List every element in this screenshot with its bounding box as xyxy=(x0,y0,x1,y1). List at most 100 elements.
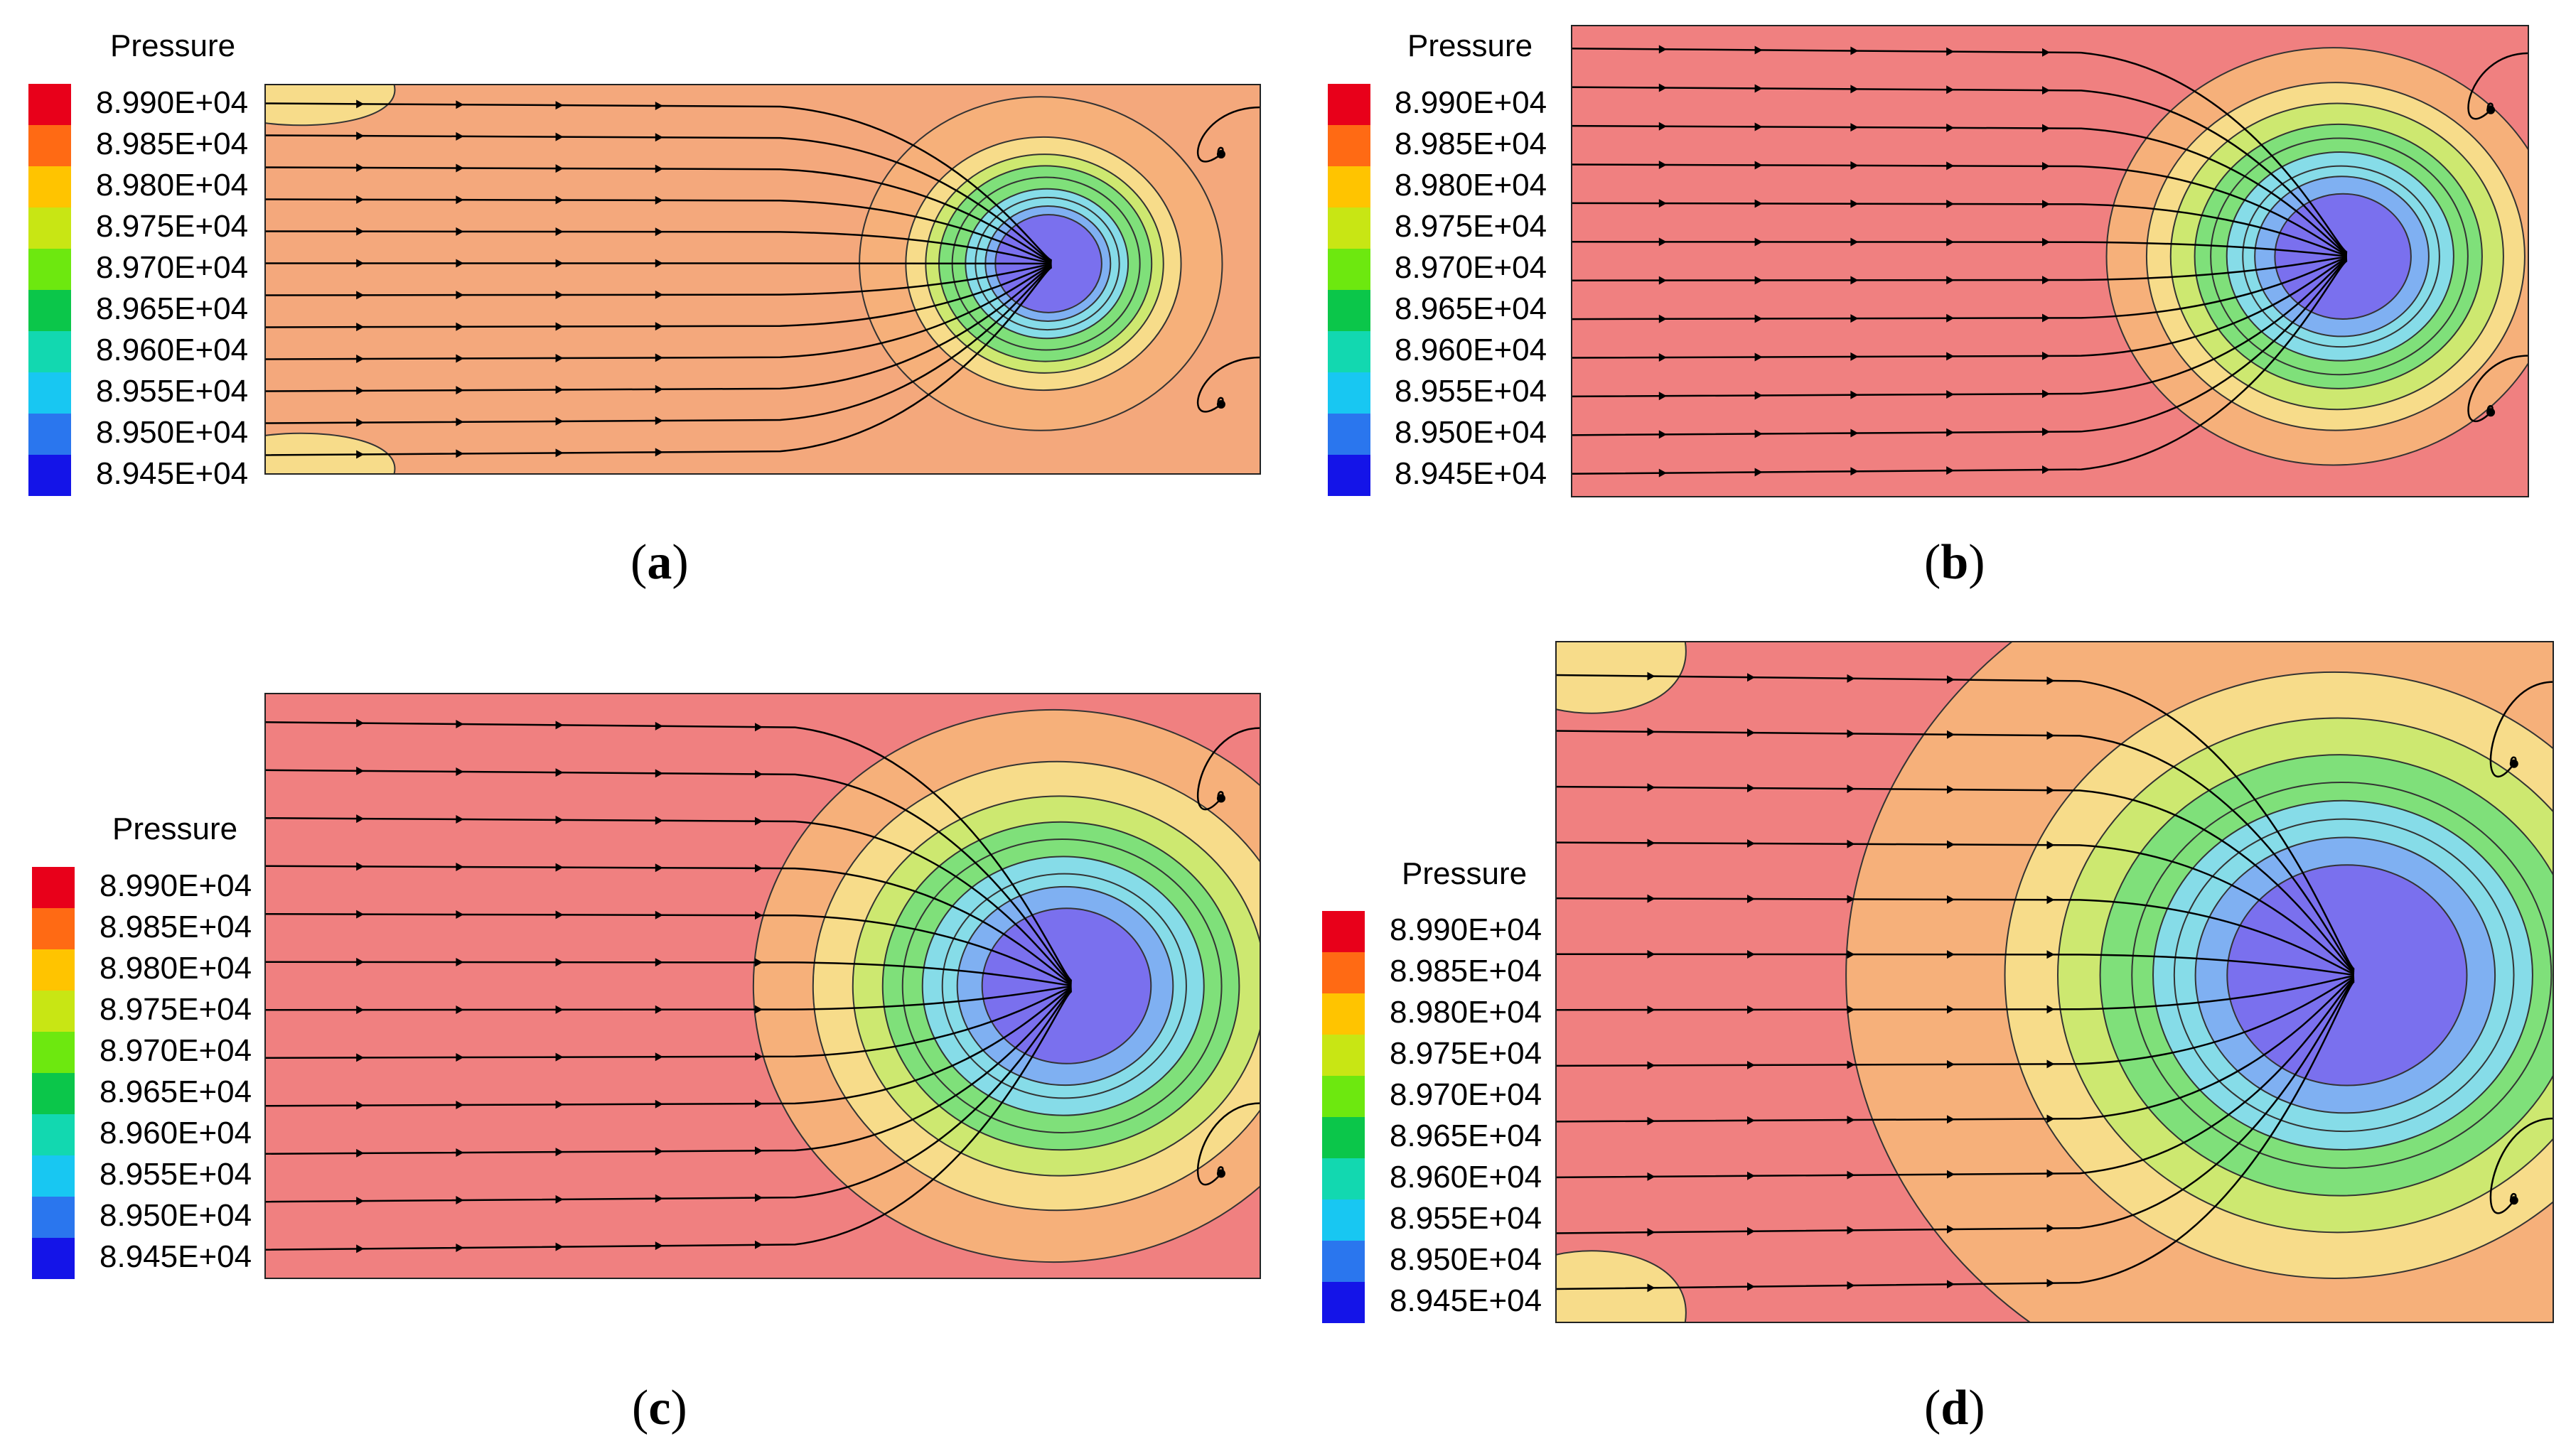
streamline-arrow xyxy=(356,862,365,871)
legend-swatch xyxy=(1322,911,1365,952)
streamline-arrow xyxy=(1647,783,1655,792)
legend-level-label: 8.955E+04 xyxy=(96,374,249,409)
streamline-arrow xyxy=(555,353,564,362)
streamline-arrow xyxy=(456,1052,464,1062)
streamline-arrow xyxy=(1747,1226,1755,1236)
streamline-arrow xyxy=(1647,894,1655,903)
legend-level-label: 8.970E+04 xyxy=(1395,250,1547,285)
legend-swatch xyxy=(1328,414,1370,455)
streamline-arrow xyxy=(1946,389,1955,399)
streamline-arrow xyxy=(1647,727,1655,736)
streamline-arrow xyxy=(655,101,663,110)
streamline-arrow xyxy=(1754,84,1763,93)
pressure-contour-plot xyxy=(1555,641,2554,1323)
streamline-arrow xyxy=(1658,276,1667,285)
streamline-arrow xyxy=(555,195,564,205)
streamline-arrow xyxy=(755,958,763,967)
legend-swatch xyxy=(1328,84,1370,125)
streamline-arrow xyxy=(1747,1060,1755,1069)
recirculation-vortex xyxy=(2467,355,2529,423)
figure-caption: (a) xyxy=(630,535,689,590)
streamline-arrow xyxy=(356,227,365,236)
legend-swatch xyxy=(1328,290,1370,331)
legend-swatch xyxy=(1328,125,1370,166)
streamline-arrow xyxy=(356,99,365,109)
streamline-arrow xyxy=(356,323,365,332)
streamline-arrow xyxy=(555,1242,564,1251)
legend-level-label: 8.965E+04 xyxy=(1395,291,1547,326)
streamline-arrow xyxy=(655,133,663,142)
streamline xyxy=(264,988,1073,1155)
streamline-arrow xyxy=(456,195,464,205)
streamline xyxy=(264,134,1053,262)
streamline-arrow xyxy=(655,416,663,426)
streamline-arrow xyxy=(456,417,464,426)
legend-level-label: 8.950E+04 xyxy=(1395,415,1547,450)
streamline-arrow xyxy=(356,1101,365,1110)
streamline xyxy=(264,264,1052,360)
streamline-arrow xyxy=(1658,45,1667,54)
legend-level-label: 8.960E+04 xyxy=(100,1116,252,1150)
streamline-arrow xyxy=(456,720,464,729)
legend-level-label: 8.970E+04 xyxy=(96,250,249,285)
streamline-arrow xyxy=(2046,731,2055,740)
streamline-arrow xyxy=(2042,161,2050,171)
legend-level-label: 8.975E+04 xyxy=(96,209,249,244)
legend-level-label: 8.985E+04 xyxy=(1390,954,1542,988)
streamline xyxy=(264,989,1073,1203)
streamline-arrow xyxy=(1850,237,1859,247)
streamline-arrow xyxy=(655,1099,663,1109)
legend-swatch xyxy=(28,84,71,125)
streamline-arrow xyxy=(456,259,464,268)
legend-level-label: 8.985E+04 xyxy=(100,910,252,944)
legend-swatch xyxy=(32,908,75,949)
pressure-contour-plot xyxy=(1571,25,2529,497)
streamline-arrow xyxy=(1947,730,1955,739)
streamline-arrow xyxy=(1947,1224,1955,1234)
vortex-core xyxy=(1216,150,1225,158)
legend-title: Pressure xyxy=(1402,856,1528,891)
streamline-arrow xyxy=(1647,1116,1655,1126)
streamline xyxy=(264,990,1073,1251)
streamline-arrow xyxy=(555,290,564,299)
legend-swatch xyxy=(1322,1035,1365,1076)
streamline-arrow xyxy=(555,1005,564,1014)
streamline-arrow xyxy=(456,354,464,363)
streamline-arrow xyxy=(1747,1005,1755,1014)
legend-title: Pressure xyxy=(110,28,236,63)
streamline-arrow xyxy=(1754,122,1763,131)
streamline-arrow xyxy=(1658,430,1667,439)
legend-level-label: 8.950E+04 xyxy=(96,415,249,450)
legend-level-label: 8.955E+04 xyxy=(1390,1201,1542,1236)
legend-swatch xyxy=(28,125,71,166)
streamline xyxy=(1571,202,2348,257)
legend-level-label: 8.945E+04 xyxy=(100,1239,252,1274)
streamline-arrow xyxy=(1947,1170,1955,1179)
streamline-arrow xyxy=(755,1052,763,1061)
legend-level-label: 8.945E+04 xyxy=(96,456,249,491)
streamline-arrow xyxy=(1850,46,1859,55)
streamline-arrow xyxy=(2046,1005,2055,1014)
vortex-core xyxy=(2509,759,2518,768)
streamline-arrow xyxy=(456,322,464,331)
streamline-arrow xyxy=(655,290,663,299)
streamline-arrow xyxy=(755,1240,763,1249)
streamline-arrow xyxy=(1754,199,1763,208)
streamline-arrow xyxy=(755,1146,763,1155)
streamline-arrow xyxy=(1847,729,1855,738)
streamline xyxy=(1571,48,2348,254)
streamline-arrow xyxy=(555,958,564,967)
streamline-arrow xyxy=(1647,1283,1655,1293)
streamline-arrow xyxy=(1747,1116,1755,1125)
streamline-arrow xyxy=(755,1193,763,1202)
streamline xyxy=(264,230,1052,264)
streamline xyxy=(1555,975,2355,1011)
streamline-arrow xyxy=(456,767,464,777)
streamline xyxy=(264,266,1053,424)
streamline-arrow xyxy=(1658,314,1667,323)
legend-swatch xyxy=(1328,455,1370,496)
streamline xyxy=(1571,258,2348,398)
streamline-arrow xyxy=(456,863,464,872)
streamline-arrow xyxy=(1847,1005,1855,1014)
streamline xyxy=(1571,163,2348,256)
